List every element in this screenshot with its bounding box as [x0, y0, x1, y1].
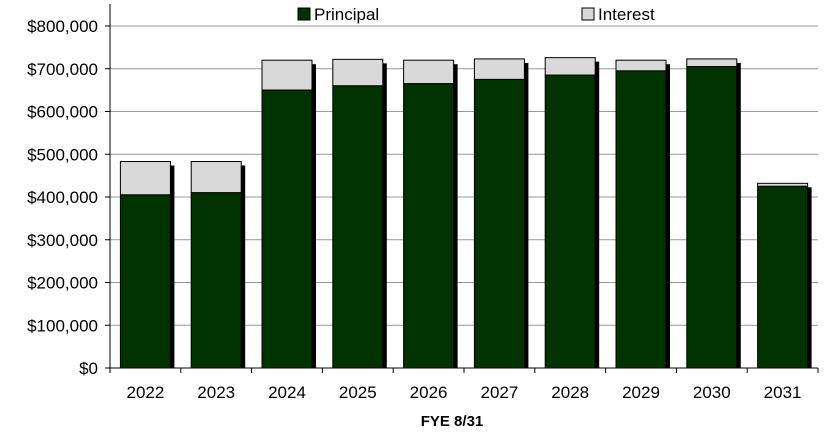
bar-principal	[473, 78, 525, 369]
bar-interest	[403, 59, 455, 85]
y-tick-label: $600,000	[27, 103, 98, 122]
x-tick-label: 2030	[693, 383, 731, 402]
x-tick-label: 2026	[410, 383, 448, 402]
x-tick-label: 2028	[551, 383, 589, 402]
y-tick-label: $100,000	[27, 316, 98, 335]
bar-principal	[190, 192, 242, 369]
legend-swatch-principal	[297, 7, 311, 21]
x-axis-ticks: 2022 2023 2024 2025 2026 2027 2028 2029 2030 2031	[109, 368, 819, 402]
legend: Principal Interest	[297, 5, 655, 24]
x-tick-label: 2029	[622, 383, 660, 402]
bar-interest	[686, 58, 738, 68]
x-tick-label: 2031	[764, 383, 802, 402]
bar-principal	[686, 66, 738, 369]
bar-principal	[615, 70, 667, 369]
y-tick-label: $400,000	[27, 188, 98, 207]
legend-label-interest: Interest	[598, 5, 655, 24]
bar-principal	[403, 83, 455, 369]
bar-principal	[332, 85, 384, 369]
y-axis-ticks: $0 $100,000 $200,000 $300,000 $400,000 $500,0…	[27, 17, 110, 378]
y-tick-label: $300,000	[27, 231, 98, 250]
bar-interest	[332, 58, 384, 87]
legend-swatch-interest	[581, 7, 595, 21]
x-tick-label: 2022	[126, 383, 164, 402]
bar-principal	[757, 185, 809, 369]
bar-interest	[190, 161, 242, 194]
bar-interest	[119, 161, 171, 196]
x-tick-label: 2027	[480, 383, 518, 402]
y-tick-label: $0	[79, 359, 98, 378]
bar-principal	[119, 194, 171, 369]
bars	[119, 57, 812, 369]
bar-interest	[544, 57, 596, 76]
legend-label-principal: Principal	[314, 5, 379, 24]
y-tick-label: $800,000	[27, 17, 98, 36]
bar-interest	[615, 59, 667, 72]
y-tick-label: $700,000	[27, 60, 98, 79]
x-tick-label: 2025	[339, 383, 377, 402]
x-tick-label: 2024	[268, 383, 306, 402]
y-tick-label: $500,000	[27, 145, 98, 164]
bar-principal	[544, 74, 596, 369]
x-tick-label: 2023	[197, 383, 235, 402]
x-axis-label: FYE 8/31	[421, 413, 484, 430]
bar-interest	[473, 58, 525, 80]
bar-principal	[261, 89, 313, 369]
y-tick-label: $200,000	[27, 274, 98, 293]
bar-interest	[261, 59, 313, 91]
